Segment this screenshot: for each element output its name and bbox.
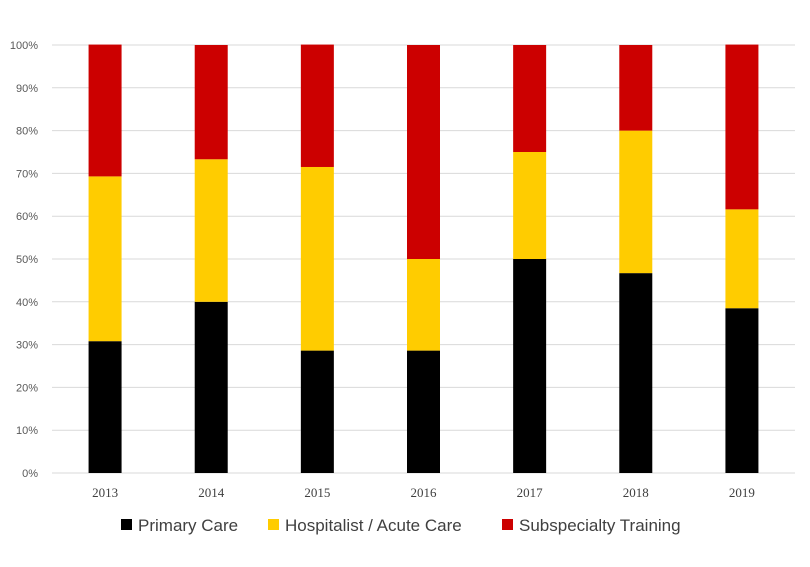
x-tick-label: 2017 <box>517 485 544 500</box>
x-tick-label: 2014 <box>198 485 225 500</box>
x-tick-label: 2018 <box>623 485 649 500</box>
y-tick-label: 10% <box>16 425 38 437</box>
x-tick-label: 2016 <box>411 485 438 500</box>
y-tick-label: 50% <box>16 254 38 266</box>
bar-segment-subspecialty-training <box>619 45 653 131</box>
y-tick-label: 30% <box>16 340 38 352</box>
y-tick-label: 60% <box>16 211 38 223</box>
bar-segment-subspecialty-training <box>725 44 759 210</box>
y-tick-label: 20% <box>16 382 38 394</box>
bar-segment-primary-care <box>407 350 440 473</box>
y-tick-label: 80% <box>16 126 38 138</box>
bar-segment-subspecialty-training <box>407 45 440 259</box>
bar-segment-primary-care <box>513 259 547 473</box>
legend-label: Hospitalist / Acute Care <box>285 516 462 535</box>
bar-segment-primary-care <box>88 341 122 473</box>
y-tick-label: 0% <box>22 468 38 480</box>
bar-segment-primary-care <box>619 273 653 473</box>
bar-segment-subspecialty-training <box>300 44 334 167</box>
bar-segment-hospitalist-acute-care <box>513 152 547 259</box>
legend-swatch <box>502 519 513 530</box>
bar-segment-hospitalist-acute-care <box>407 259 440 351</box>
bar-segment-hospitalist-acute-care <box>300 166 334 351</box>
legend-label: Subspecialty Training <box>519 516 681 535</box>
y-tick-label: 90% <box>16 83 38 95</box>
legend-label: Primary Care <box>138 516 238 535</box>
bar-segment-subspecialty-training <box>88 44 122 177</box>
y-tick-label: 70% <box>16 168 38 180</box>
bar-segment-hospitalist-acute-care <box>88 176 122 342</box>
bar-segment-subspecialty-training <box>194 45 228 160</box>
bar-segment-primary-care <box>300 350 334 473</box>
bar-segment-hospitalist-acute-care <box>194 159 228 302</box>
y-tick-label: 100% <box>10 40 38 52</box>
bar-segment-hospitalist-acute-care <box>725 209 759 309</box>
x-tick-label: 2015 <box>304 485 330 500</box>
bar-segment-hospitalist-acute-care <box>619 130 653 274</box>
bar-segment-subspecialty-training <box>513 45 547 152</box>
legend-swatch <box>121 519 132 530</box>
bar-segment-primary-care <box>194 301 228 473</box>
bar-segment-primary-care <box>725 308 759 473</box>
x-tick-label: 2019 <box>729 485 755 500</box>
legend-swatch <box>268 519 279 530</box>
x-tick-label: 2013 <box>92 485 118 500</box>
y-tick-label: 40% <box>16 297 38 309</box>
